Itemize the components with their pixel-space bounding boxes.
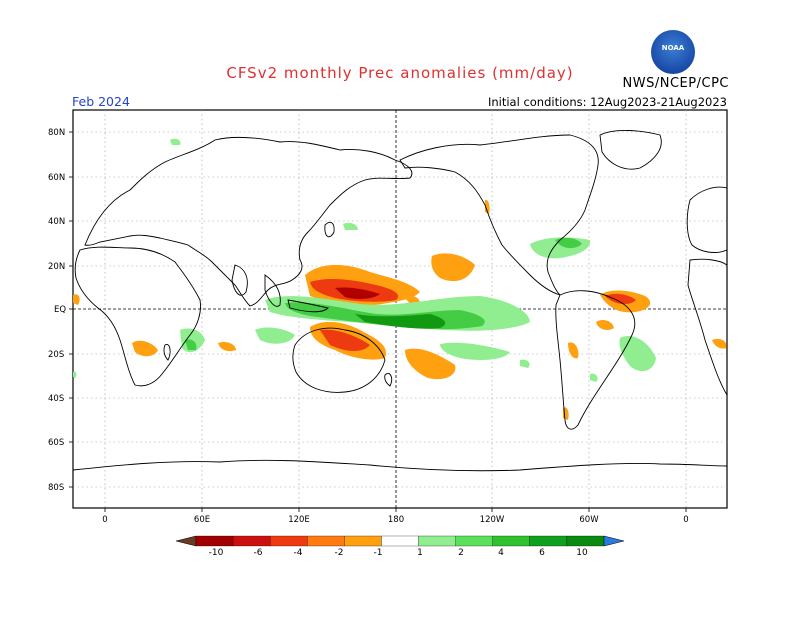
positive-anomalies: [73, 138, 656, 382]
colorbar-label: 10: [576, 548, 588, 558]
coastlines: [73, 130, 727, 472]
lat-label: 80N: [48, 128, 65, 138]
colorbar-labels: -10 -6 -4 -2 -1 1 2 4 6 10: [209, 548, 588, 558]
colorbar-label: -4: [294, 548, 303, 558]
org-label: NWS/NCEP/CPC: [622, 76, 729, 91]
colorbar-arrow-left: [175, 535, 197, 547]
lat-label: 40S: [48, 394, 64, 404]
lon-label: 180: [388, 515, 404, 525]
lon-label: 60E: [194, 515, 210, 525]
lon-label: 0: [102, 515, 107, 525]
colorbar-label: -6: [254, 548, 263, 558]
lat-label: 40N: [48, 217, 65, 227]
lat-label: EQ: [54, 305, 66, 315]
initial-conditions: Initial conditions: 12Aug2023-21Aug2023: [487, 95, 727, 109]
colorbar-arrow-right: [603, 535, 625, 547]
forecast-month: Feb 2024: [72, 94, 130, 109]
noaa-logo-text: NOAA: [661, 44, 685, 52]
colorbar-segment: [344, 535, 382, 547]
longitude-labels: 0 60E 120E 180 120W 60W 0: [102, 515, 688, 525]
colorbar-segment: [270, 535, 308, 547]
lon-label: 60W: [579, 515, 599, 525]
colorbar-label: 1: [417, 548, 423, 558]
colorbar-label: -2: [335, 548, 344, 558]
colorbar-label: -10: [209, 548, 224, 558]
negative-anomalies: [73, 199, 727, 420]
colorbar-segment: [418, 535, 456, 547]
lat-label: 20N: [48, 262, 65, 272]
colorbar-label: 6: [539, 548, 545, 558]
lat-label: 60N: [48, 173, 65, 183]
noaa-logo-icon: NOAA: [651, 30, 695, 74]
lat-ticks: [69, 131, 687, 512]
colorbar-segment: [232, 535, 271, 547]
colorbar-segment: [566, 535, 605, 547]
colorbar-segment: [529, 535, 568, 547]
latitude-labels: 80N 60N 40N 20N EQ 20S 40S 60S 80S: [48, 128, 66, 493]
lat-label: 60S: [48, 438, 64, 448]
colorbar: [175, 535, 625, 547]
colorbar-segment: [455, 535, 493, 547]
lon-label: 0: [683, 515, 688, 525]
map-content: [73, 110, 727, 508]
colorbar-segment: [492, 535, 530, 547]
lat-label: 20S: [48, 350, 64, 360]
lat-label: 80S: [48, 483, 64, 493]
map-title: CFSv2 monthly Prec anomalies (mm/day): [226, 64, 574, 82]
colorbar-label: 4: [498, 548, 504, 558]
colorbar-segment: [307, 535, 345, 547]
colorbar-segment: [381, 535, 419, 547]
lon-label: 120E: [288, 515, 310, 525]
lon-label: 120W: [480, 515, 505, 525]
colorbar-segment: [195, 535, 234, 547]
colorbar-label: -1: [374, 548, 383, 558]
colorbar-label: 2: [458, 548, 464, 558]
